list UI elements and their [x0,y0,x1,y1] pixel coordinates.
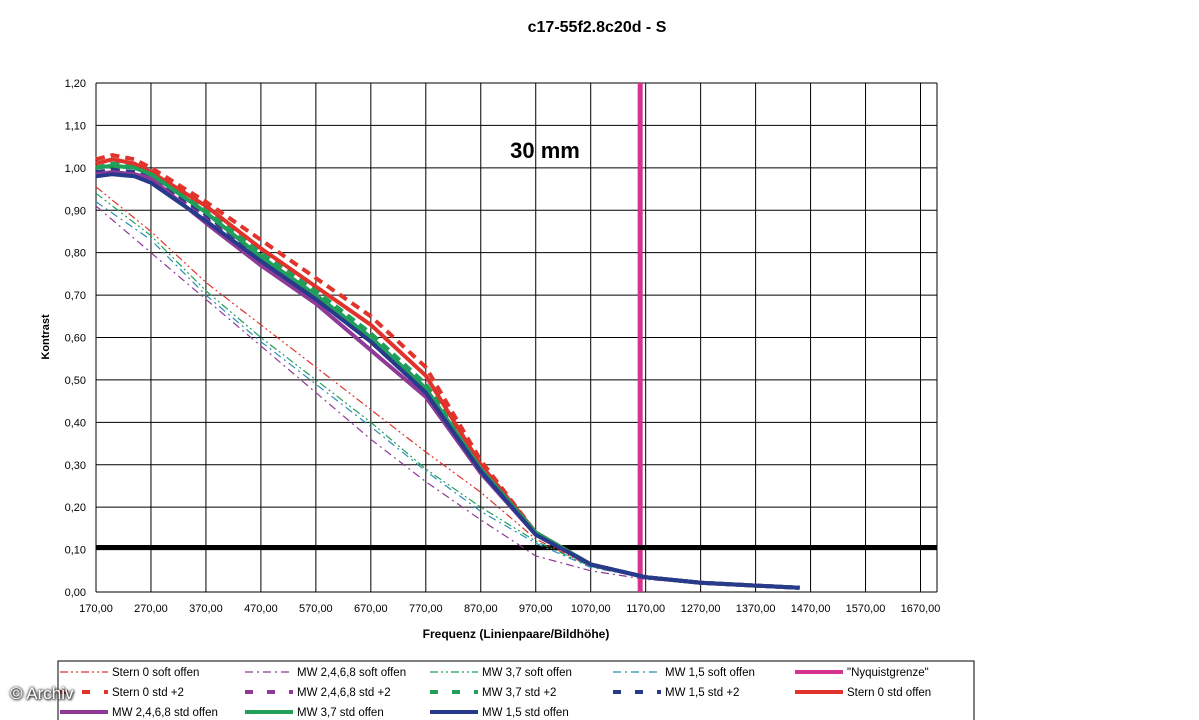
legend-label: Stern 0 soft offen [112,667,199,679]
x-tick-label: 970,00 [519,603,553,615]
series-line [95,168,800,590]
y-tick-label: 0,90 [65,205,86,217]
focal-length-annotation: 30 mm [510,138,580,163]
y-axis-label: Kontrast [40,314,52,360]
series-line [95,205,800,590]
legend-label: Stern 0 std +2 [112,687,184,699]
y-tick-label: 0,20 [65,502,86,514]
legend-label: MW 1,5 std +2 [665,687,739,699]
y-tick-label: 1,00 [65,163,86,175]
x-tick-label: 370,00 [189,603,223,615]
legend: Stern 0 soft offen MW 2,4,6,8 soft offen M… [57,660,975,720]
legend-label: MW 1,5 std offen [482,707,569,719]
y-tick-label: 1,20 [65,78,86,90]
legend-label: "Nyquistgrenze" [847,667,929,679]
x-tick-label: 470,00 [244,603,278,615]
y-tick-label: 0,10 [65,545,86,557]
y-tick-label: 0,00 [65,587,86,599]
x-tick-label: 770,00 [409,603,443,615]
reference-lines [96,83,937,592]
y-tick-label: 0,60 [65,333,86,345]
y-tick-label: 0,80 [65,248,86,260]
legend-label: MW 2,4,6,8 std offen [112,707,218,719]
legend-label: MW 2,4,6,8 soft offen [297,667,406,679]
x-tick-label: 670,00 [354,603,388,615]
y-tick-label: 0,50 [65,375,86,387]
series-line [95,153,800,590]
y-tick-label: 0,30 [65,460,86,472]
x-tick-label: 270,00 [134,603,168,615]
legend-label: MW 3,7 soft offen [482,667,572,679]
y-tick-label: 0,70 [65,290,86,302]
legend-label: MW 3,7 std +2 [482,687,556,699]
axes: 170,00 270,00 370,00 470,00 570,00 670,00 770,… [65,78,941,615]
series-line [95,163,800,590]
x-tick-label: 170,00 [79,603,113,615]
chart-title: c17-55f2.8c20d - S [528,19,667,36]
x-tick-label: 1470,00 [791,603,831,615]
x-tick-label: 1070,00 [571,603,611,615]
series-line [95,157,800,590]
x-tick-label: 1370,00 [736,603,776,615]
x-tick-label: 1170,00 [626,603,665,615]
series-line [95,186,800,589]
x-tick-label: 1670,00 [901,603,941,615]
x-tick-label: 570,00 [299,603,333,615]
series-line [95,201,800,589]
series-line [95,172,800,590]
series-line [95,192,800,589]
series-lines [95,153,800,590]
y-tick-label: 0,40 [65,417,86,429]
x-axis-label: Frequenz (Linienpaare/Bildhöhe) [423,627,610,641]
legend-label: Stern 0 std offen [847,687,931,699]
grid [95,82,938,593]
legend-label: MW 2,4,6,8 std +2 [297,687,391,699]
x-tick-label: 1570,00 [846,603,886,615]
watermark: © Archiv [10,684,74,703]
series-line [95,161,800,590]
legend-label: MW 1,5 soft offen [665,667,755,679]
legend-label: MW 3,7 std offen [297,707,384,719]
x-tick-label: 1270,00 [681,603,721,615]
x-tick-label: 870,00 [464,603,498,615]
y-tick-label: 1,10 [65,120,86,132]
